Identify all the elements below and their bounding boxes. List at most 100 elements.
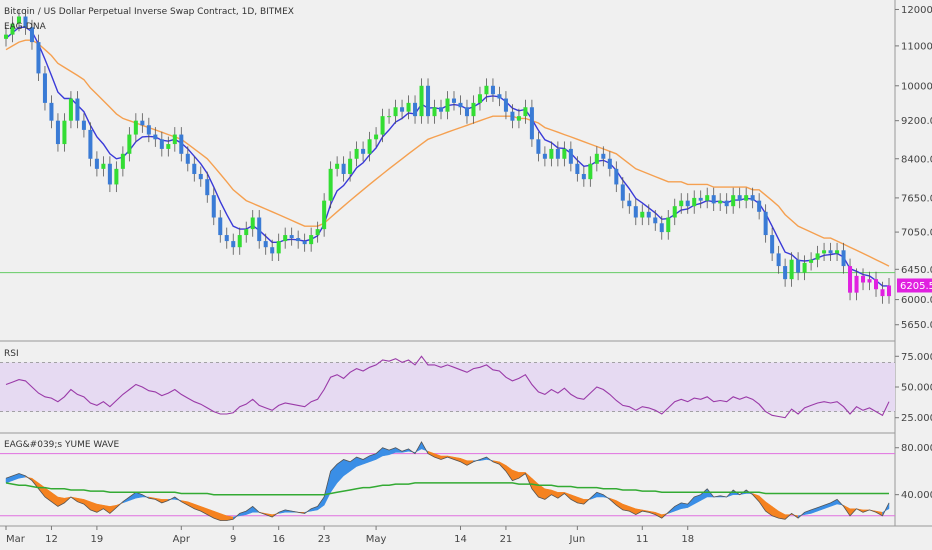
price-tick-label: 7650.0 <box>901 193 932 204</box>
candle-body <box>205 179 210 196</box>
candle-body <box>529 107 534 140</box>
candle-body <box>646 211 651 218</box>
candle-body <box>328 168 333 201</box>
candle-body <box>705 195 710 201</box>
last-price-label: 6205.5 <box>900 281 932 292</box>
rsi-label: RSI <box>4 349 19 359</box>
price-tick-label: 10000.0 <box>901 81 932 92</box>
price-panel[interactable] <box>0 9 895 304</box>
candle-body <box>257 217 262 242</box>
wave-label: EAG&#039;s YUME WAVE <box>4 440 120 450</box>
candle-body <box>445 98 450 112</box>
candle-body <box>393 107 398 117</box>
candle-body <box>146 125 151 135</box>
candle-body <box>458 102 463 108</box>
candle-body <box>763 211 768 236</box>
candle-body <box>354 148 359 159</box>
candle-body <box>783 266 788 280</box>
chart-title: Bitcoin / US Dollar Perpetual Inverse Sw… <box>4 7 294 17</box>
candle-body <box>270 247 275 254</box>
price-tick-label: 6000.0 <box>901 295 932 306</box>
candle-body <box>737 195 742 201</box>
candle-body <box>94 158 99 169</box>
candle-body <box>841 250 846 267</box>
price-tick-label: 5650.0 <box>901 320 932 331</box>
candle-body <box>607 158 612 169</box>
candle-body <box>886 285 892 297</box>
candle-body <box>581 173 586 180</box>
candle-body <box>523 107 528 117</box>
candle-body <box>685 200 690 207</box>
wave-panel[interactable] <box>0 440 895 521</box>
last-price-tag-background <box>897 278 932 293</box>
candle-body <box>620 184 625 201</box>
last-price-tag: 6205.5 <box>897 278 932 293</box>
candle-body <box>16 16 21 24</box>
candle-body <box>809 259 814 263</box>
candle-body <box>477 94 482 103</box>
time-tick-label: 16 <box>272 534 285 545</box>
candle-body <box>666 217 671 233</box>
candle-body <box>88 129 93 159</box>
rsi-band <box>0 362 895 412</box>
candle-body <box>516 116 521 121</box>
candle-body <box>880 289 885 297</box>
candle-body <box>23 16 28 28</box>
candle-body <box>367 139 372 154</box>
candle-body <box>114 168 119 185</box>
time-tick-label: 18 <box>681 534 694 545</box>
time-tick-label: 23 <box>318 534 331 545</box>
candle-body <box>283 235 288 242</box>
candle-body <box>140 120 145 126</box>
price-tick-label: 6450.0 <box>901 265 932 276</box>
candle-body <box>296 238 301 242</box>
candle-body <box>107 163 112 185</box>
candle-body <box>419 85 424 117</box>
rsi-line <box>5 355 890 419</box>
wave-mid-line <box>5 482 889 496</box>
price-tick-label: 7050.0 <box>901 228 932 239</box>
time-tick-label: Apr <box>173 534 191 545</box>
candle-body <box>802 262 807 273</box>
candle-body <box>770 235 775 254</box>
time-tick-label: 9 <box>230 534 236 545</box>
time-tick-label: 11 <box>636 534 649 545</box>
candle-body <box>503 98 508 112</box>
candle-body <box>62 120 67 145</box>
candle-body <box>179 134 184 154</box>
candle-body <box>822 250 827 254</box>
candle-body <box>387 116 392 118</box>
candle-body <box>192 163 197 174</box>
time-tick-label: 19 <box>91 534 104 545</box>
candle-body <box>361 148 366 154</box>
candle-body <box>322 200 327 230</box>
candle-body <box>854 275 859 293</box>
candle-body <box>315 229 320 236</box>
candle-body <box>594 153 599 164</box>
candle-body <box>490 85 495 95</box>
candle-body <box>413 102 418 117</box>
candle-body <box>731 195 736 207</box>
wave-tick-label: 40.0000 <box>901 490 932 501</box>
candle-body <box>374 134 379 140</box>
candle-body <box>555 148 560 159</box>
candle-body <box>672 206 677 218</box>
candle-body <box>237 235 242 248</box>
rsi-tick-label: 25.0000 <box>901 413 932 424</box>
candle-body <box>861 275 866 283</box>
candle-body <box>3 34 9 39</box>
candle-body <box>568 148 573 164</box>
candle-body <box>698 197 703 201</box>
candle-body <box>789 259 794 280</box>
candle-body <box>133 120 138 135</box>
candle-body <box>542 153 547 159</box>
ema-slow-line <box>5 39 890 267</box>
candle-body <box>263 241 268 248</box>
candle-body <box>796 259 801 273</box>
time-tick-label: 21 <box>500 534 513 545</box>
rsi-panel[interactable] <box>0 355 895 419</box>
candle-body <box>711 195 716 204</box>
candle-body <box>432 107 437 117</box>
candle-body <box>185 153 190 164</box>
